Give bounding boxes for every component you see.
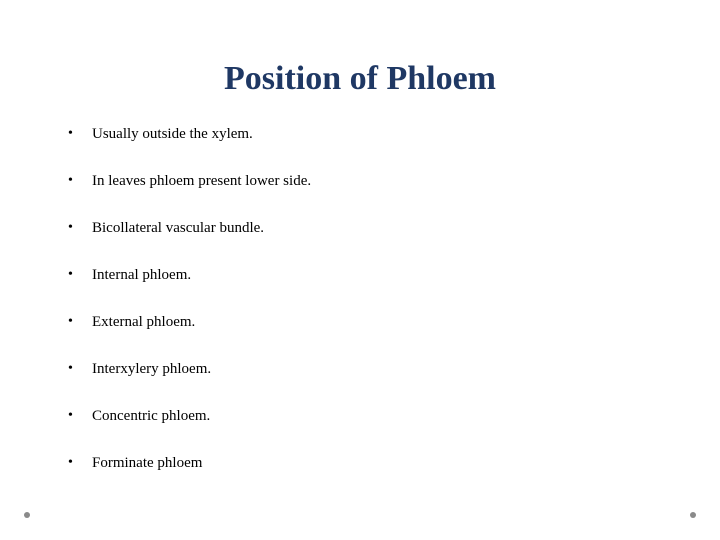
bullet-text: In leaves phloem present lower side. bbox=[92, 173, 311, 189]
list-item: Forminate phloem bbox=[68, 455, 670, 472]
bullet-text: Concentric phloem. bbox=[92, 408, 210, 424]
bullet-text: Usually outside the xylem. bbox=[92, 126, 253, 142]
list-item: Internal phloem. bbox=[68, 267, 670, 284]
bullet-list: Usually outside the xylem. In leaves phl… bbox=[50, 126, 670, 472]
bullet-text: Internal phloem. bbox=[92, 267, 191, 283]
bullet-text: Forminate phloem bbox=[92, 455, 202, 471]
list-item: Concentric phloem. bbox=[68, 408, 670, 425]
corner-dot-icon bbox=[24, 512, 30, 518]
list-item: External phloem. bbox=[68, 314, 670, 331]
slide-title: Position of Phloem bbox=[50, 60, 670, 98]
list-item: Interxylery phloem. bbox=[68, 361, 670, 378]
list-item: Bicollateral vascular bundle. bbox=[68, 220, 670, 237]
bullet-text: Interxylery phloem. bbox=[92, 361, 211, 377]
bullet-text: External phloem. bbox=[92, 314, 195, 330]
list-item: Usually outside the xylem. bbox=[68, 126, 670, 143]
list-item: In leaves phloem present lower side. bbox=[68, 173, 670, 190]
corner-dot-icon bbox=[690, 512, 696, 518]
bullet-text: Bicollateral vascular bundle. bbox=[92, 220, 264, 236]
